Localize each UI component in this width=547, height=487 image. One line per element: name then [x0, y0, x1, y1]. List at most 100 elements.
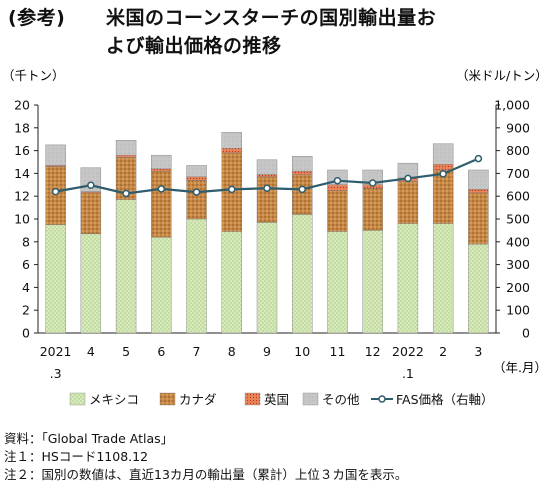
bar-red-segment: [221, 148, 242, 154]
legend-swatch-gray: [302, 392, 319, 406]
x-tick-label: 2021: [40, 344, 72, 359]
bar-green-segment: [221, 231, 242, 334]
y-tick-label: 6: [22, 257, 30, 272]
legend-swatch-red: [244, 392, 261, 406]
chart-title: (参考) 米国のコーンスターチの国別輸出量お よび輸出価格の推移: [8, 4, 543, 60]
bar-green-segment: [80, 233, 102, 334]
bar-brown-segment: [80, 192, 102, 235]
x-tick-label: 7: [193, 344, 201, 359]
y-tick-label: 2: [22, 303, 30, 318]
bar-brown-segment: [256, 176, 278, 223]
bar-green-segment: [292, 214, 313, 334]
bar-red-segment: [115, 154, 137, 158]
fas-price-point: [474, 154, 483, 163]
x-tick-label: 4: [87, 344, 95, 359]
bar-brown-segment: [186, 180, 207, 220]
bar-green-segment: [397, 223, 419, 334]
y2-tick-label: 500: [506, 212, 530, 227]
y2-tick-label: 600: [506, 189, 530, 204]
x-tick-sublabel: .1: [402, 366, 414, 381]
x-tick-label: 9: [263, 344, 271, 359]
title-line1: 米国のコーンスターチの国別輸出量お: [106, 7, 437, 29]
y-tick-label: 10: [14, 212, 30, 227]
bar-gray-segment: [256, 159, 278, 175]
bar-green-segment: [432, 223, 454, 334]
x-tick-label: 2: [439, 344, 447, 359]
title-line2: よび輸出価格の推移: [106, 35, 282, 57]
y-tick-label: 18: [14, 120, 30, 135]
fas-price-point: [192, 188, 201, 196]
y-tick-label: 20: [14, 98, 30, 113]
legend-label: カナダ: [179, 392, 217, 407]
bar-green-segment: [151, 237, 172, 334]
bar-gray-segment: [151, 154, 172, 170]
x-tick-label: 8: [228, 344, 236, 359]
bar-red-segment: [327, 184, 348, 191]
y2-tick-label: 400: [506, 234, 530, 249]
y2-tick-label: 100: [506, 303, 530, 318]
bar-green-segment: [256, 222, 278, 334]
bar-green-segment: [468, 243, 489, 334]
title-tag: (参考): [8, 7, 66, 29]
bar-red-segment: [186, 176, 207, 181]
legend-line-marker: [378, 395, 386, 403]
fas-price-point: [404, 174, 412, 183]
y-tick-label: 0: [22, 326, 30, 341]
bar-gray-segment: [186, 165, 207, 178]
right-axis-unit: （米ドル/トン）: [456, 68, 547, 83]
y2-tick-label: 0: [522, 326, 530, 341]
bar-brown-segment: [292, 174, 313, 215]
chart-svg: 0246810121416182001002003004005006007008…: [2, 68, 547, 407]
bar-gray-segment: [45, 144, 66, 166]
y-tick-label: 4: [22, 280, 30, 295]
bar-gray-segment: [221, 132, 242, 149]
bar-red-segment: [256, 174, 278, 178]
fas-price-point: [87, 181, 95, 190]
y-tick-label: 8: [22, 234, 30, 249]
fas-price-point: [368, 179, 377, 187]
y2-tick-label: 700: [506, 166, 530, 181]
fas-price-point: [228, 185, 236, 194]
bar-brown-segment: [327, 190, 348, 232]
fas-price-point: [439, 170, 447, 178]
y-tick-label: 14: [14, 166, 30, 181]
bar-red-segment: [151, 168, 172, 172]
legend-label: FAS価格（右軸）: [396, 392, 494, 407]
bar-gray-segment: [292, 156, 313, 172]
fas-price-point: [157, 185, 166, 193]
x-tick-label: 12: [365, 344, 381, 359]
fas-price-point: [51, 187, 60, 196]
fas-price-point: [298, 185, 306, 194]
legend-label: その他: [322, 392, 360, 407]
y2-tick-label: 200: [506, 280, 530, 295]
y2-tick-label: 300: [506, 257, 530, 272]
bar-green-segment: [45, 224, 66, 334]
bar-brown-segment: [468, 192, 489, 245]
bar-gray-segment: [115, 140, 137, 156]
legend-swatch-brown: [159, 392, 176, 406]
bar-brown-segment: [432, 169, 454, 224]
fas-price-point: [333, 176, 342, 185]
left-axis-unit: （千トン）: [2, 68, 65, 83]
fas-price-point: [263, 184, 271, 192]
bar-brown-segment: [151, 170, 172, 238]
x-tick-sublabel: .3: [50, 366, 62, 381]
y-tick-label: 12: [14, 189, 30, 204]
x-tick-label: 6: [157, 344, 165, 359]
bar-red-segment: [432, 164, 454, 171]
bar-gray-segment: [432, 143, 454, 165]
y2-tick-label: 1,000: [494, 98, 530, 113]
x-tick-label: 5: [122, 344, 130, 359]
bar-red-segment: [468, 189, 489, 193]
bar-green-segment: [327, 231, 348, 334]
y2-tick-label: 900: [506, 120, 530, 135]
y2-tick-label: 800: [506, 143, 530, 158]
bar-green-segment: [115, 199, 137, 334]
x-tick-label: 3: [474, 344, 482, 359]
bar-gray-segment: [468, 169, 489, 190]
note-source: 資料：「Global Trade Atlas」: [4, 431, 174, 446]
bar-brown-segment: [45, 166, 66, 225]
bar-green-segment: [362, 230, 383, 334]
x-axis-unit: （年.月）: [493, 360, 547, 375]
legend-label: メキシコ: [89, 392, 139, 407]
